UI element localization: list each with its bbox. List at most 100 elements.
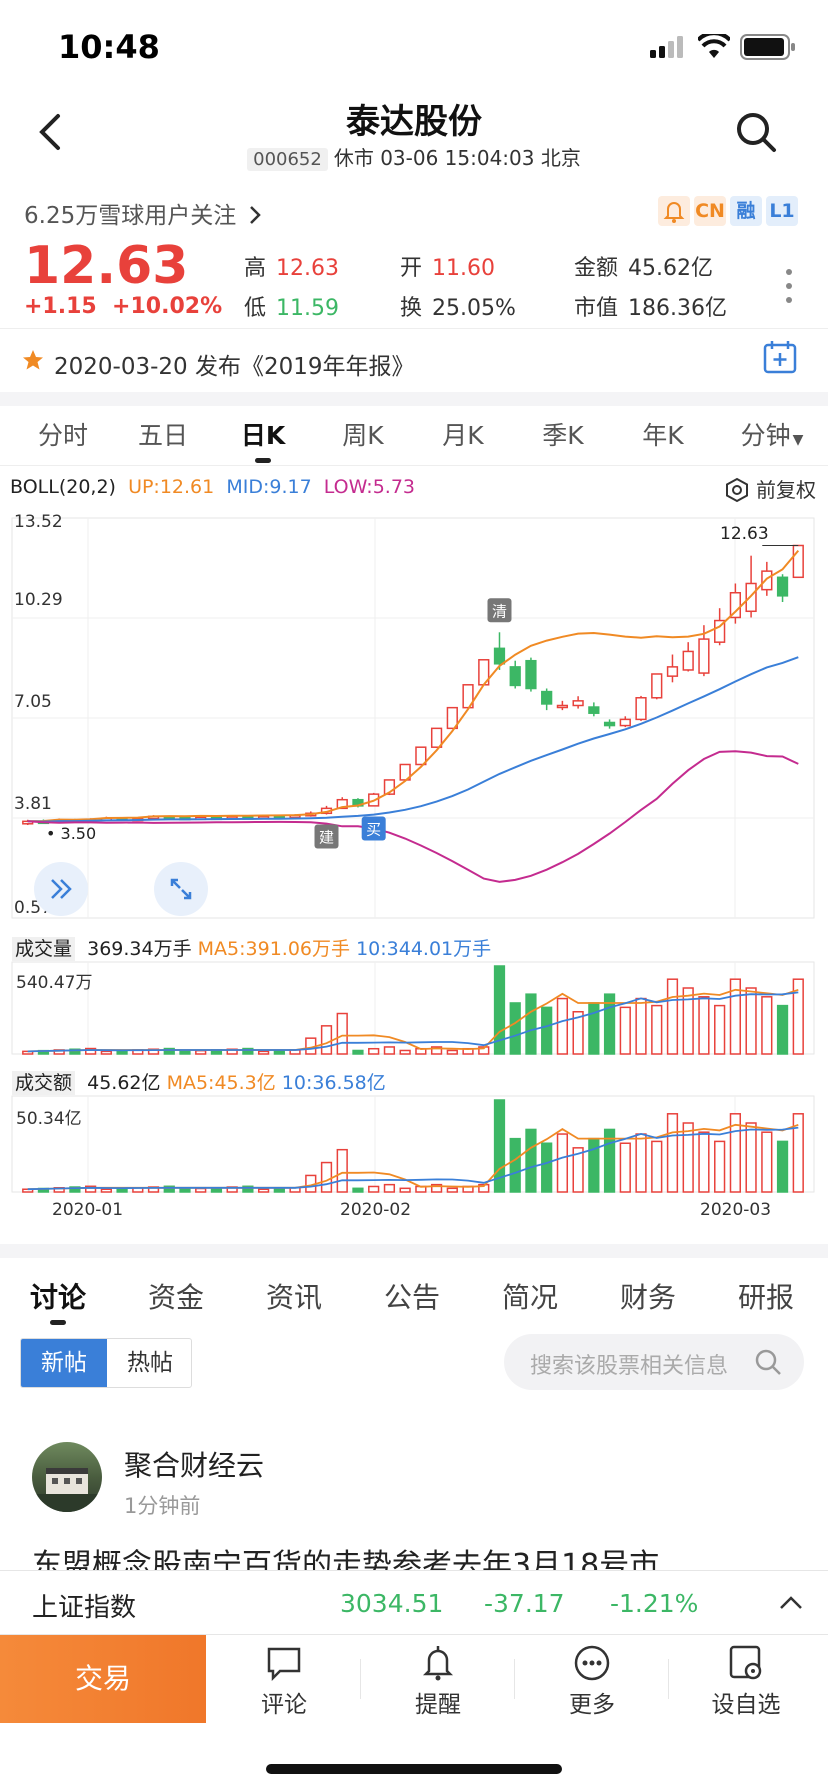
volume-bar	[698, 996, 710, 1055]
chevron-up-icon[interactable]	[778, 1593, 804, 1611]
amount-bar	[682, 1122, 694, 1193]
volume-bar	[509, 1002, 521, 1055]
adjust-toggle[interactable]: 前复权	[724, 474, 816, 503]
amount-bar	[698, 1131, 710, 1193]
x-tick-label: 2020-02	[340, 1200, 412, 1220]
volume-plot-frame	[11, 961, 815, 1055]
tab-discussion[interactable]: 讨论	[30, 1281, 87, 1314]
fullscreen-button[interactable]	[154, 862, 208, 916]
amount-label: 成交额	[12, 1071, 76, 1095]
tab-yearly-k[interactable]: 年K	[642, 421, 684, 450]
change-value: +1.15	[24, 294, 97, 319]
sort-new-button[interactable]: 新帖	[21, 1339, 107, 1387]
amount-indicator: 成交额 45.62亿 MA5:45.3亿 10:36.58亿	[12, 1068, 386, 1095]
stock-subtitle: 000652 休市 03-06 15:04:03 北京	[0, 142, 828, 171]
tab-funds[interactable]: 资金	[148, 1281, 205, 1314]
comment-button[interactable]: 评论	[234, 1643, 334, 1719]
volume-bar	[761, 996, 773, 1055]
boll-low: LOW:5.73	[323, 476, 416, 498]
remind-label: 提醒	[415, 1692, 461, 1718]
kline-chart[interactable]: 买建 清	[0, 500, 828, 1200]
volume-indicator: 成交量 369.34万手 MA5:391.06万手 10:344.01万手	[12, 934, 491, 961]
stat-turnover: 换 25.05%	[400, 296, 516, 321]
candle-body	[525, 659, 537, 690]
clear-marker-label: 清	[492, 602, 507, 620]
more-vertical-icon[interactable]	[784, 268, 794, 304]
tag-cn[interactable]: CN	[694, 196, 726, 226]
tag-l1[interactable]: L1	[766, 196, 798, 226]
tab-five-day[interactable]: 五日	[137, 421, 188, 450]
sort-hot-button[interactable]: 热帖	[127, 1350, 173, 1376]
bell-icon[interactable]	[658, 196, 690, 226]
settings-hex-icon	[726, 477, 748, 503]
tag-margin[interactable]: 融	[730, 196, 762, 226]
more-label: 更多	[569, 1692, 615, 1718]
buy-marker-label: 买	[366, 820, 381, 838]
amount-bar	[100, 1188, 112, 1193]
boll-name: BOLL(20,2)	[10, 476, 116, 498]
candle-body	[493, 647, 506, 665]
post-author[interactable]: 聚合财经云	[124, 1449, 265, 1482]
candle-body	[619, 718, 631, 727]
amount-bar	[273, 1187, 285, 1193]
report-notice[interactable]: 2020-03-20 发布《2019年年报》	[0, 328, 828, 392]
tab-intraday[interactable]: 分时	[37, 421, 88, 450]
comment-label: 评论	[261, 1692, 307, 1718]
index-change: -37.17	[484, 1589, 565, 1618]
avatar[interactable]	[32, 1442, 102, 1512]
tab-quarterly-k[interactable]: 季K	[542, 421, 584, 450]
volume-bar	[493, 965, 506, 1055]
index-value: 3034.51	[340, 1589, 444, 1618]
volume-bar	[776, 1004, 789, 1055]
tab-daily-k[interactable]: 日K	[240, 421, 286, 450]
volume-bar	[383, 1046, 396, 1055]
more-button[interactable]: 更多	[542, 1643, 642, 1719]
remind-button[interactable]: 提醒	[388, 1643, 488, 1719]
volume-label: 成交量	[12, 937, 76, 961]
search-icon[interactable]	[734, 110, 778, 154]
volume-bar	[572, 1011, 584, 1055]
followers-link[interactable]: 6.25万雪球用户关注	[24, 196, 262, 230]
tab-active-indicator	[50, 1320, 66, 1325]
candle-body	[603, 721, 616, 727]
tab-announcements[interactable]: 公告	[384, 1281, 441, 1314]
trade-button[interactable]: 交易	[0, 1635, 206, 1723]
high-price-mark: 12.63	[720, 524, 769, 544]
tab-weekly-k[interactable]: 周K	[342, 421, 384, 450]
amount-bar	[430, 1183, 443, 1193]
stat-open: 开 11.60	[400, 256, 495, 281]
index-change-pct: -1.21%	[610, 1589, 699, 1618]
add-watchlist-button[interactable]: 设自选	[696, 1643, 796, 1719]
candle-body	[430, 727, 443, 748]
y-tick-label: 3.81	[14, 794, 52, 814]
amount-bar	[478, 1183, 490, 1193]
tab-monthly-k[interactable]: 月K	[442, 421, 484, 450]
chevron-right-icon	[249, 206, 261, 224]
tab-research[interactable]: 研报	[738, 1281, 795, 1314]
home-indicator	[266, 1764, 562, 1774]
volume-bar	[257, 1050, 270, 1055]
tab-news[interactable]: 资讯	[266, 1281, 323, 1314]
more-icon	[574, 1645, 610, 1681]
index-ticker[interactable]: 上证指数 3034.51 -37.17 -1.21%	[0, 1570, 828, 1634]
candle-body	[714, 619, 726, 643]
battery-icon	[740, 34, 795, 60]
add-calendar-icon[interactable]	[762, 339, 798, 375]
tab-financials[interactable]: 财务	[620, 1281, 677, 1314]
post-search-input[interactable]: 搜索该股票相关信息	[504, 1334, 804, 1390]
clear-marker	[487, 598, 512, 623]
candle-body	[383, 779, 396, 795]
current-price: 12.63	[24, 236, 189, 296]
post-body[interactable]: 东盟概念股南宁百货的走势参考去年3月18号市	[32, 1548, 660, 1570]
volume-ma10: 10:344.01万手	[356, 938, 492, 960]
amount-bar	[320, 1161, 333, 1193]
candle-body	[509, 666, 521, 687]
tab-profile[interactable]: 简况	[502, 1281, 559, 1314]
amount-bar	[383, 1183, 396, 1193]
back-icon[interactable]	[36, 112, 64, 152]
amount-bar	[651, 1140, 663, 1193]
watchlist-settings-icon	[729, 1645, 762, 1680]
expand-sidebar-button[interactable]	[34, 862, 88, 916]
tab-minute[interactable]: 分钟 ▼	[740, 421, 804, 450]
stock-header: 泰达股份 000652 休市 03-06 15:04:03 北京	[0, 90, 828, 190]
